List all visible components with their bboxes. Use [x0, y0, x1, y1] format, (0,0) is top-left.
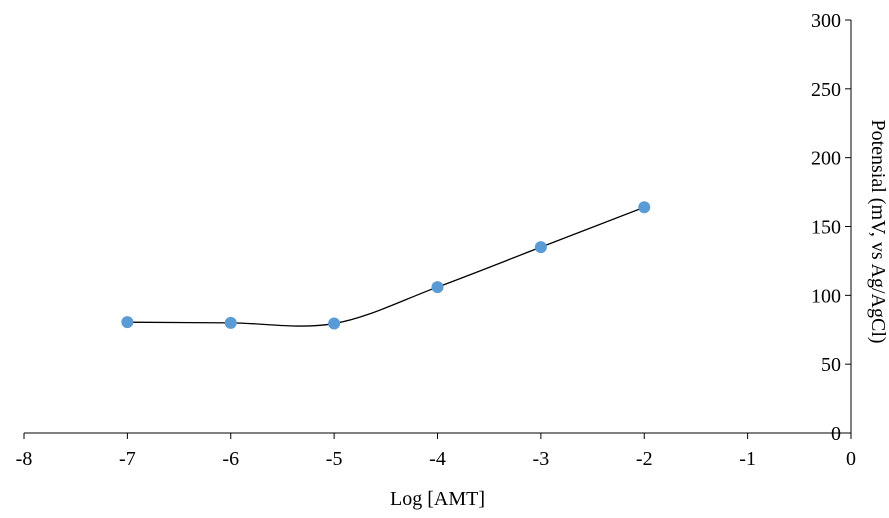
x-axis: -8 -7 -6 -5 -4 -3 -2 -1 0: [16, 432, 856, 470]
data-point: [638, 201, 651, 214]
x-tick-label: -6: [222, 448, 239, 470]
x-tick-label: -8: [16, 448, 33, 470]
x-tick-label: -3: [533, 448, 550, 470]
x-tick-label: -1: [739, 448, 756, 470]
x-tick-label: -2: [636, 448, 653, 470]
y-tick-label: 100: [811, 285, 841, 307]
data-point: [224, 316, 237, 329]
y-axis: 0 50 100 150 200 250 300: [811, 10, 852, 445]
x-tick-label: -4: [429, 448, 446, 470]
data-point: [328, 317, 341, 330]
y-tick-label: 50: [821, 354, 841, 376]
y-tick-label: 0: [831, 423, 841, 445]
x-tick-label: -5: [326, 448, 343, 470]
x-axis-title: Log [AMT]: [390, 488, 485, 510]
y-tick-label: 200: [811, 148, 841, 170]
series-layer: [121, 201, 651, 330]
data-point: [121, 316, 134, 329]
x-tick-label: 0: [846, 448, 856, 470]
x-tick-label: -7: [119, 448, 136, 470]
data-point: [534, 241, 547, 254]
y-tick-label: 250: [811, 79, 841, 101]
series-line: [127, 206, 645, 327]
y-axis-title: Potensial (mV, vs Ag/AgCl): [867, 119, 889, 343]
y-tick-label: 150: [811, 217, 841, 239]
y-tick-label: 300: [811, 10, 841, 32]
data-point: [431, 281, 444, 294]
